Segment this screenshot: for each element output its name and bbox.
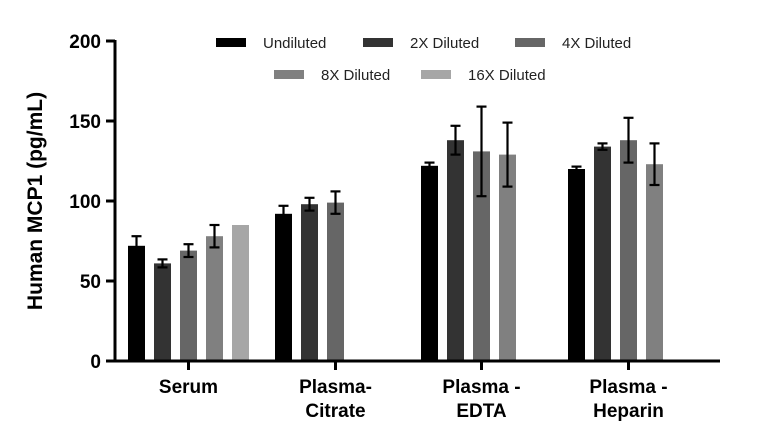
x-category-label: Plasma -EDTA <box>442 377 520 422</box>
error-bar-1-3 <box>597 142 608 151</box>
bar-8x-diluted-2 <box>499 154 516 361</box>
legend-label: 16X Diluted <box>468 67 546 84</box>
bar-undiluted-2 <box>421 165 438 361</box>
legend-item-8x-diluted: 8X Diluted <box>274 67 390 84</box>
error-bars-group <box>131 105 660 269</box>
y-tick-label: 200 <box>69 32 101 53</box>
legend-item-2x-diluted: 2X Diluted <box>363 35 479 52</box>
error-bar-0-3 <box>571 165 582 173</box>
error-bar-3-0 <box>209 223 220 249</box>
legend-label: Undiluted <box>263 35 326 52</box>
bar-2x-diluted-1 <box>301 204 318 361</box>
legend-label: 8X Diluted <box>321 67 390 84</box>
x-category-label: Plasma -Heparin <box>589 377 667 422</box>
legend-swatch <box>515 38 545 47</box>
error-bar-2-3 <box>623 116 634 164</box>
bar-2x-diluted-3 <box>594 146 611 361</box>
y-tick-label: 0 <box>90 352 101 373</box>
legend: Undiluted 2X Diluted 4X Diluted 8X Diluted 1… <box>216 35 631 84</box>
error-bar-1-1 <box>304 196 315 212</box>
legend-label: 4X Diluted <box>562 35 631 52</box>
error-bar-1-2 <box>450 124 461 156</box>
error-bar-3-2 <box>502 121 513 188</box>
bar-4x-diluted-3 <box>620 140 637 361</box>
legend-swatch <box>421 70 451 79</box>
legend-swatch <box>274 70 304 79</box>
bar-16x-diluted-0 <box>232 225 249 361</box>
legend-label: 2X Diluted <box>410 35 479 52</box>
x-category-label: Serum <box>159 377 218 398</box>
y-axis-title: Human MCP1 (pg/mL) <box>24 92 47 310</box>
axes-group: 0 50 100 150 200 Serum Plasma-Citrate Plasma -E… <box>69 32 720 422</box>
error-bar-2-0 <box>183 243 194 259</box>
error-bar-0-2 <box>424 161 435 171</box>
legend-item-4x-diluted: 4X Diluted <box>515 35 631 52</box>
bar-2x-diluted-0 <box>154 263 171 361</box>
bar-8x-diluted-3 <box>646 164 663 361</box>
bar-4x-diluted-0 <box>180 250 197 361</box>
bars-group <box>128 140 663 361</box>
legend-swatch <box>216 38 246 47</box>
bar-undiluted-1 <box>275 213 292 361</box>
error-bar-2-1 <box>330 190 341 215</box>
bar-4x-diluted-2 <box>473 151 490 361</box>
bar-8x-diluted-0 <box>206 236 223 361</box>
legend-item-16x-diluted: 16X Diluted <box>421 67 546 84</box>
error-bar-0-1 <box>278 204 289 223</box>
legend-swatch <box>363 38 393 47</box>
legend-item-undiluted: Undiluted <box>216 35 326 52</box>
y-tick-label: 100 <box>69 192 101 213</box>
error-bar-1-0 <box>157 258 168 269</box>
bar-undiluted-3 <box>568 169 585 361</box>
error-bar-2-2 <box>476 105 487 198</box>
error-bar-0-0 <box>131 235 142 257</box>
y-tick-label: 150 <box>69 112 101 133</box>
bar-undiluted-0 <box>128 245 145 361</box>
bar-2x-diluted-2 <box>447 140 464 361</box>
x-category-label: Plasma-Citrate <box>299 377 372 422</box>
error-bar-3-3 <box>649 142 660 187</box>
y-tick-label: 50 <box>80 272 101 293</box>
bar-4x-diluted-1 <box>327 202 344 361</box>
